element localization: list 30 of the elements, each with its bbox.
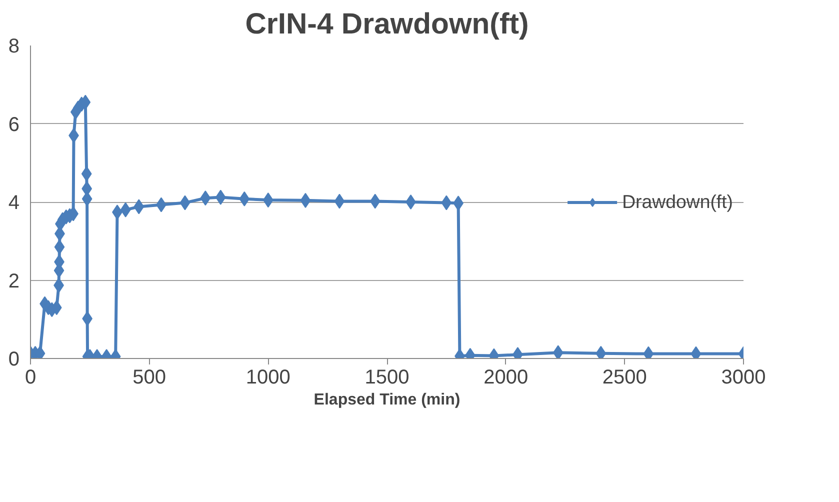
x-tick-label: 500 (132, 366, 166, 388)
point (370, 194, 380, 209)
x-tick-label: 2500 (602, 366, 647, 388)
y-tick-label: 2 (8, 270, 20, 292)
x-tick-label: 2000 (484, 366, 528, 388)
point (215, 190, 226, 205)
point (81, 166, 92, 182)
point (134, 199, 144, 214)
point (300, 192, 311, 208)
point (406, 194, 416, 210)
x-tick-label: 3000 (721, 366, 766, 388)
point (239, 191, 250, 206)
legend-label: Drawdown(ft) (622, 190, 733, 212)
y-tick-label: 6 (8, 114, 20, 136)
x-axis-title: Elapsed Time (min) (314, 392, 460, 408)
x-tick-label: 1500 (364, 366, 410, 388)
y-tick-label: 0 (8, 348, 20, 370)
point (441, 195, 452, 210)
x-tick-label: 1000 (246, 366, 290, 388)
point (180, 195, 190, 210)
y-tick-label: 8 (8, 36, 20, 58)
x-tick-label: 0 (24, 366, 36, 388)
point (596, 346, 606, 358)
chart-title: CrIN-4 Drawdown(ft) (245, 8, 529, 40)
y-tick-label: 4 (8, 192, 20, 214)
point (120, 202, 131, 218)
point (552, 345, 564, 358)
point (200, 190, 211, 206)
point (54, 239, 65, 254)
point (334, 194, 345, 209)
